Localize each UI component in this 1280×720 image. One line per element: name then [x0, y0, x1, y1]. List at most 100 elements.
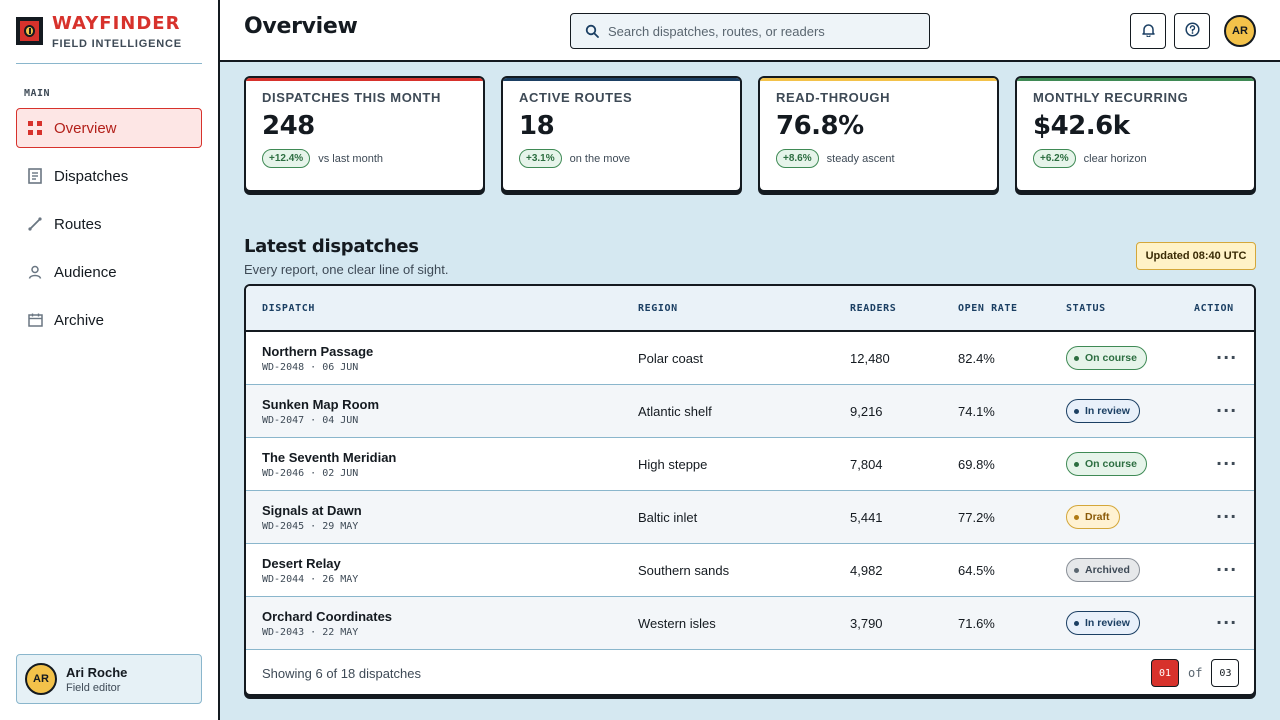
- table-footer: Showing 6 of 18 dispatches 01 of 03: [246, 650, 1254, 694]
- stat-note: steady ascent: [826, 152, 895, 165]
- stat-note: clear horizon: [1083, 152, 1147, 165]
- status-badge: Draft: [1066, 505, 1120, 530]
- table-row[interactable]: Desert Relay WD-2044 · 26 MAY Southern s…: [246, 544, 1254, 597]
- sidebar-item-routes[interactable]: Routes: [16, 204, 202, 244]
- section-title: Latest dispatches: [244, 236, 419, 257]
- more-options-icon[interactable]: ···: [1216, 507, 1238, 526]
- stat-card-routes: ACTIVE ROUTES 18 +3.1% on the move: [501, 76, 742, 192]
- sidebar-item-label: Dispatches: [54, 167, 129, 185]
- table-row[interactable]: Northern Passage WD-2048 · 06 JUN Polar …: [246, 332, 1254, 385]
- sidebar-nav: Overview Dispatches Routes Audience Arch…: [16, 108, 202, 348]
- stat-label: ACTIVE ROUTES: [519, 90, 633, 105]
- page-title: Overview: [244, 14, 358, 39]
- column-header-readers[interactable]: READERS: [850, 302, 897, 314]
- nav-section-label: MAIN: [24, 88, 51, 99]
- dispatch-title[interactable]: The Seventh Meridian: [262, 449, 397, 465]
- table-row[interactable]: The Seventh Meridian WD-2046 · 02 JUN Hi…: [246, 438, 1254, 491]
- dispatch-title[interactable]: Sunken Map Room: [262, 396, 380, 412]
- status-label: In review: [1085, 405, 1130, 418]
- region-cell: Western isles: [638, 615, 716, 631]
- open-rate-cell: 77.2%: [958, 509, 995, 525]
- column-header-status[interactable]: STATUS: [1066, 302, 1106, 314]
- sidebar-item-dispatches[interactable]: Dispatches: [16, 156, 202, 196]
- sidebar-item-archive[interactable]: Archive: [16, 300, 202, 340]
- region-cell: Baltic inlet: [638, 509, 698, 525]
- more-options-icon[interactable]: ···: [1216, 401, 1238, 420]
- stat-delta-badge: +6.2%: [1033, 149, 1076, 168]
- profile-role: Field editor: [66, 681, 121, 694]
- grid-icon: [27, 120, 43, 136]
- table-row[interactable]: Sunken Map Room WD-2047 · 04 JUN Atlanti…: [246, 385, 1254, 438]
- stats-row: DISPATCHES THIS MONTH 248 +12.4% vs last…: [244, 76, 1256, 192]
- column-header-action: ACTION: [1194, 302, 1234, 314]
- stat-note: on the move: [569, 152, 631, 165]
- sidebar-item-overview[interactable]: Overview: [16, 108, 202, 148]
- status-badge: Archived: [1066, 558, 1140, 583]
- status-label: On course: [1085, 352, 1137, 365]
- table-header: DISPATCH REGION READERS OPEN RATE STATUS…: [246, 286, 1254, 332]
- open-rate-cell: 71.6%: [958, 615, 995, 631]
- open-rate-cell: 64.5%: [958, 562, 995, 578]
- dispatch-title[interactable]: Desert Relay: [262, 555, 341, 571]
- bell-icon: [1141, 22, 1155, 41]
- brand-subtitle: FIELD INTELLIGENCE: [52, 38, 182, 50]
- stat-note: vs last month: [318, 152, 384, 165]
- column-header-open-rate[interactable]: OPEN RATE: [958, 302, 1018, 314]
- status-label: Draft: [1085, 511, 1110, 524]
- status-badge: On course: [1066, 452, 1147, 477]
- dispatch-meta: WD-2044 · 26 MAY: [262, 573, 359, 585]
- more-options-icon[interactable]: ···: [1216, 454, 1238, 473]
- dispatch-meta: WD-2045 · 29 MAY: [262, 520, 359, 532]
- more-options-icon[interactable]: ···: [1216, 560, 1238, 579]
- region-cell: Atlantic shelf: [638, 403, 712, 419]
- help-button[interactable]: [1174, 13, 1210, 49]
- region-cell: High steppe: [638, 456, 708, 472]
- dispatch-meta: WD-2048 · 06 JUN: [262, 361, 359, 373]
- dispatch-title[interactable]: Signals at Dawn: [262, 502, 362, 518]
- sidebar-item-label: Archive: [54, 311, 105, 329]
- dispatch-title[interactable]: Orchard Coordinates: [262, 608, 393, 624]
- status-label: On course: [1085, 458, 1137, 471]
- dispatch-title[interactable]: Northern Passage: [262, 343, 374, 359]
- search-bar[interactable]: [570, 13, 930, 49]
- profile-name: Ari Roche: [66, 664, 128, 680]
- table-row[interactable]: Signals at Dawn WD-2045 · 29 MAY Baltic …: [246, 491, 1254, 544]
- document-icon: [27, 168, 43, 184]
- sidebar: WAYFINDER FIELD INTELLIGENCE MAIN Overvi…: [0, 0, 220, 720]
- avatar: AR: [25, 663, 57, 695]
- logo-icon: [16, 17, 43, 45]
- readers-cell: 4,982: [850, 562, 883, 578]
- sidebar-item-label: Routes: [54, 215, 102, 233]
- page-of-label: of: [1188, 666, 1203, 680]
- stat-card-recurring: MONTHLY RECURRING $42.6k +6.2% clear hor…: [1015, 76, 1256, 192]
- calendar-icon: [27, 312, 43, 328]
- search-input[interactable]: [608, 23, 908, 39]
- column-header-region[interactable]: REGION: [638, 302, 678, 314]
- readers-cell: 5,441: [850, 509, 883, 525]
- page-total-button[interactable]: 03: [1211, 659, 1240, 687]
- person-icon: [27, 264, 43, 280]
- search-icon: [585, 24, 599, 38]
- stat-value: $42.6k: [1033, 111, 1130, 141]
- more-options-icon[interactable]: ···: [1216, 348, 1238, 367]
- sidebar-item-audience[interactable]: Audience: [16, 252, 202, 292]
- readers-cell: 7,804: [850, 456, 883, 472]
- section-subtitle: Every report, one clear line of sight.: [244, 262, 449, 277]
- table-row[interactable]: Orchard Coordinates WD-2043 · 22 MAY Wes…: [246, 597, 1254, 650]
- updated-badge: Updated 08:40 UTC: [1136, 242, 1256, 270]
- notifications-button[interactable]: [1130, 13, 1166, 49]
- stat-value: 18: [519, 111, 555, 141]
- stat-delta-badge: +3.1%: [519, 149, 562, 168]
- readers-cell: 9,216: [850, 403, 883, 419]
- open-rate-cell: 69.8%: [958, 456, 995, 472]
- header-avatar[interactable]: AR: [1224, 15, 1256, 47]
- column-header-dispatch[interactable]: DISPATCH: [262, 302, 315, 314]
- stat-label: READ-THROUGH: [776, 90, 891, 105]
- readers-cell: 3,790: [850, 615, 883, 631]
- status-badge: In review: [1066, 611, 1140, 636]
- more-options-icon[interactable]: ···: [1216, 613, 1238, 632]
- user-profile-card[interactable]: AR Ari Roche Field editor: [16, 654, 202, 704]
- brand[interactable]: WAYFINDER FIELD INTELLIGENCE: [16, 14, 202, 64]
- page-current-button[interactable]: 01: [1151, 659, 1179, 687]
- stat-delta-badge: +12.4%: [262, 149, 311, 168]
